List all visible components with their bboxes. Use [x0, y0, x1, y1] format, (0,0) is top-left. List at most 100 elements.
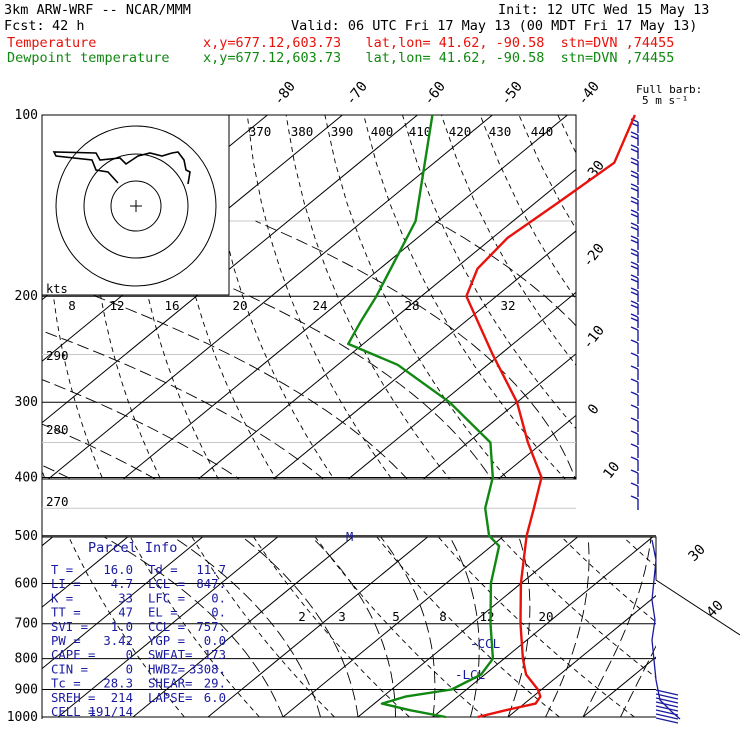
wind-barb-flag: [630, 226, 639, 231]
mixing-ratio-label: 8: [439, 609, 447, 624]
moist-adiabat-line: [241, 537, 359, 718]
isotherm-line: [357, 537, 579, 718]
isotherm-label: -80: [271, 79, 299, 109]
isotherm-line: [282, 537, 504, 718]
isotherm-line: [42, 115, 418, 424]
wind-barb-flag: [630, 313, 639, 318]
isotherm-label: -60: [421, 79, 449, 109]
lowlevel-wind-barb: [655, 717, 679, 724]
hodograph-speed-tick: 12: [109, 298, 124, 313]
dry-adiabat-line: [636, 115, 740, 717]
pressure-tick-label: 800: [15, 652, 38, 667]
wind-barb-flag: [630, 235, 639, 240]
isotherm-line: [433, 115, 740, 717]
wind-profile-label: Full barb:: [636, 83, 702, 96]
pressure-tick-label: 700: [15, 617, 38, 632]
wind-barb-flag: [630, 274, 639, 279]
dry-adiabat-line: [560, 537, 656, 623]
wind-barb-flag: [630, 443, 639, 448]
dry-adiabat-line: [518, 115, 576, 230]
dry-adiabat-line: [480, 115, 740, 717]
wind-barb-flag: [630, 291, 639, 296]
isotherm-line: [432, 537, 654, 718]
wind-barb-flag: [630, 352, 639, 357]
moist-adiabat-line: [658, 221, 740, 717]
dry-adiabat-line: [622, 537, 656, 568]
valid-time: Valid: 06 UTC Fri 17 May 13 (00 MDT Fri …: [291, 18, 698, 34]
wind-barb-flag: [630, 495, 639, 500]
dry-adiabat-line: [479, 115, 576, 300]
wind-barb-flag: [630, 430, 639, 435]
wind-barb-flag: [630, 317, 639, 322]
wind-barb-flag: [630, 239, 639, 244]
wind-barb-flag: [630, 339, 639, 344]
isotherm-line: [358, 115, 740, 717]
wind-barb-flag: [630, 278, 639, 283]
moist-adiabat-line: [507, 537, 531, 718]
lcl-label: -LCL: [455, 667, 485, 682]
wind-barb-flag: [630, 261, 639, 266]
moist-adiabat-line: [620, 645, 656, 718]
isotherm-line: [272, 230, 576, 479]
wind-barb-flag: [630, 326, 639, 331]
temperature-profile: [465, 114, 637, 719]
moist-adiabat-line: [42, 379, 241, 479]
wind-barb-flag: [630, 482, 639, 487]
wind-barb-flag: [630, 469, 639, 474]
dry-adiabat-line: [246, 115, 393, 479]
mixing-ratio-label: 3: [338, 609, 346, 624]
dry-adiabat-line: [253, 537, 410, 718]
dry-adiabat-line: [402, 115, 576, 430]
isotherm-line: [733, 115, 740, 717]
wind-barb-flag: [630, 417, 639, 422]
lowlevel-wind-barb: [655, 709, 679, 716]
mixing-ratio-label: 20: [538, 609, 553, 624]
dry-adiabat-line: [674, 115, 740, 717]
dry-adiabat-line: [130, 115, 219, 479]
pressure-tick-label: 600: [15, 576, 38, 591]
theta-label: 380: [291, 124, 314, 139]
moist-adiabat-line: [103, 537, 284, 718]
moist-adiabat-line: [310, 537, 396, 717]
isotherm-line: [207, 537, 429, 718]
fcst-label: Fcst:: [4, 18, 45, 34]
moist-adiabat-line: [545, 537, 590, 718]
dry-adiabat-line: [441, 115, 740, 717]
wind-barb-flag: [630, 252, 639, 257]
moist-adiabat-line: [380, 537, 436, 718]
moist-adiabat-line: [658, 221, 740, 717]
theta-label: 440: [531, 124, 554, 139]
isotherm-line: [583, 115, 740, 717]
isotherm-line: [197, 168, 576, 479]
hodograph-speed-tick: 8: [68, 298, 76, 313]
temperature-location: x,y=677.12,603.73 lat,lon= 41.62, -90.58…: [203, 35, 675, 51]
fcst-value: 42 h: [52, 18, 85, 34]
lowlevel-wind-barb: [655, 689, 679, 696]
lowlevel-wind-barb: [655, 701, 679, 708]
theta-e-label: 290: [46, 348, 69, 363]
hodograph-speed-tick: 32: [500, 298, 515, 313]
dry-adiabat-line: [314, 537, 485, 718]
theta-label: 410: [409, 124, 432, 139]
isotherm-line: [422, 353, 576, 479]
wind-barb-flag: [630, 196, 639, 201]
temperature-legend: Temperature: [7, 35, 97, 51]
hodograph-speed-tick: 20: [232, 298, 247, 313]
dry-adiabat-line: [437, 537, 635, 718]
lowlevel-wind-barb: [655, 697, 679, 704]
wind-barb-flag: [630, 213, 639, 218]
dry-adiabat-line: [363, 115, 566, 479]
dry-adiabat-line: [519, 115, 740, 717]
init-time: Init: 12 UTC Wed 15 May 13: [498, 2, 710, 18]
wind-barb-flag: [630, 365, 639, 370]
mixing-ratio-label: 2: [298, 609, 306, 624]
theta-label: 420: [449, 124, 472, 139]
hodograph-ring: [83, 153, 189, 259]
wind-profile-label: 5 m s⁻¹: [642, 94, 688, 107]
pressure-tick-label: 400: [15, 470, 38, 485]
wind-barb-flag: [630, 200, 639, 205]
mixing-ratio-label: 12: [479, 609, 494, 624]
isotherm-line: [347, 291, 576, 479]
